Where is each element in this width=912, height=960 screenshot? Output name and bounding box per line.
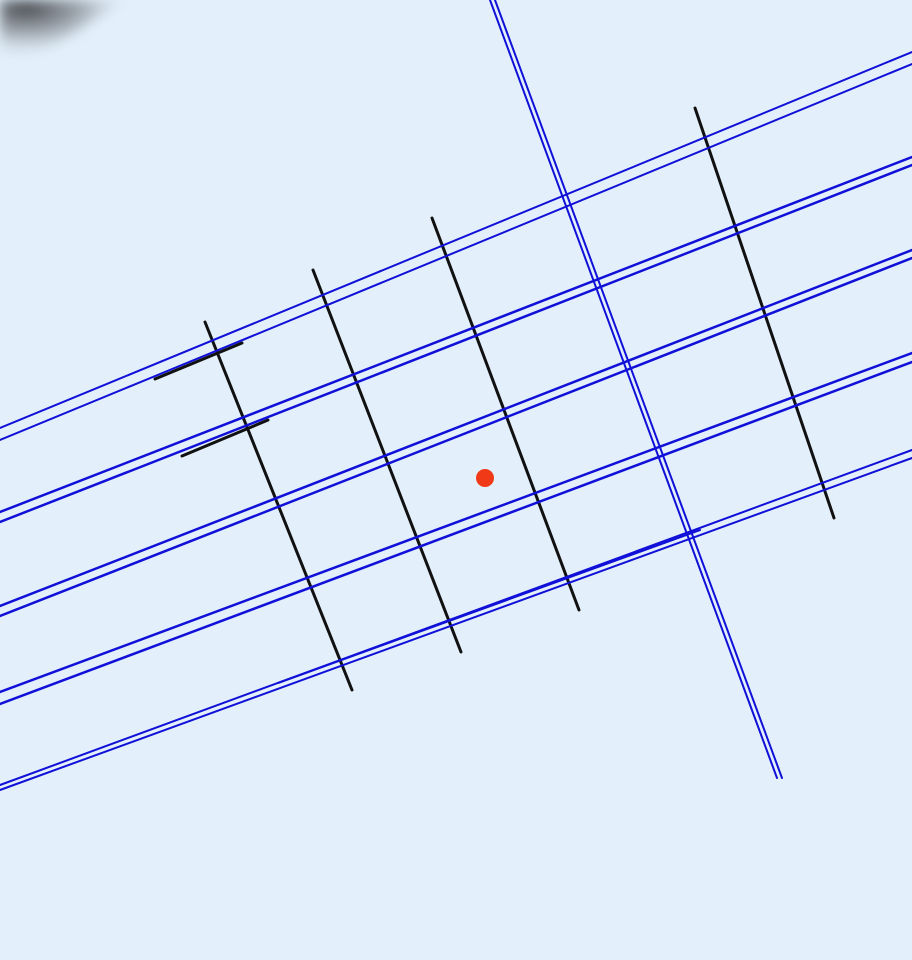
grid-line-2 [311, 268, 463, 654]
detected-line-g [277, 529, 701, 684]
grid-line-3 [430, 216, 581, 612]
detected-line-f [489, 0, 783, 779]
grid-line-4 [693, 106, 836, 520]
detected-line-b [0, 155, 912, 524]
detected-line-a [0, 51, 912, 441]
center-marker [476, 469, 494, 487]
grid-stub-2 [180, 418, 270, 458]
grid-stub-1 [153, 341, 244, 381]
detected-line-d [0, 351, 912, 706]
detected-lines [0, 0, 912, 791]
detected-line-c [0, 248, 912, 618]
